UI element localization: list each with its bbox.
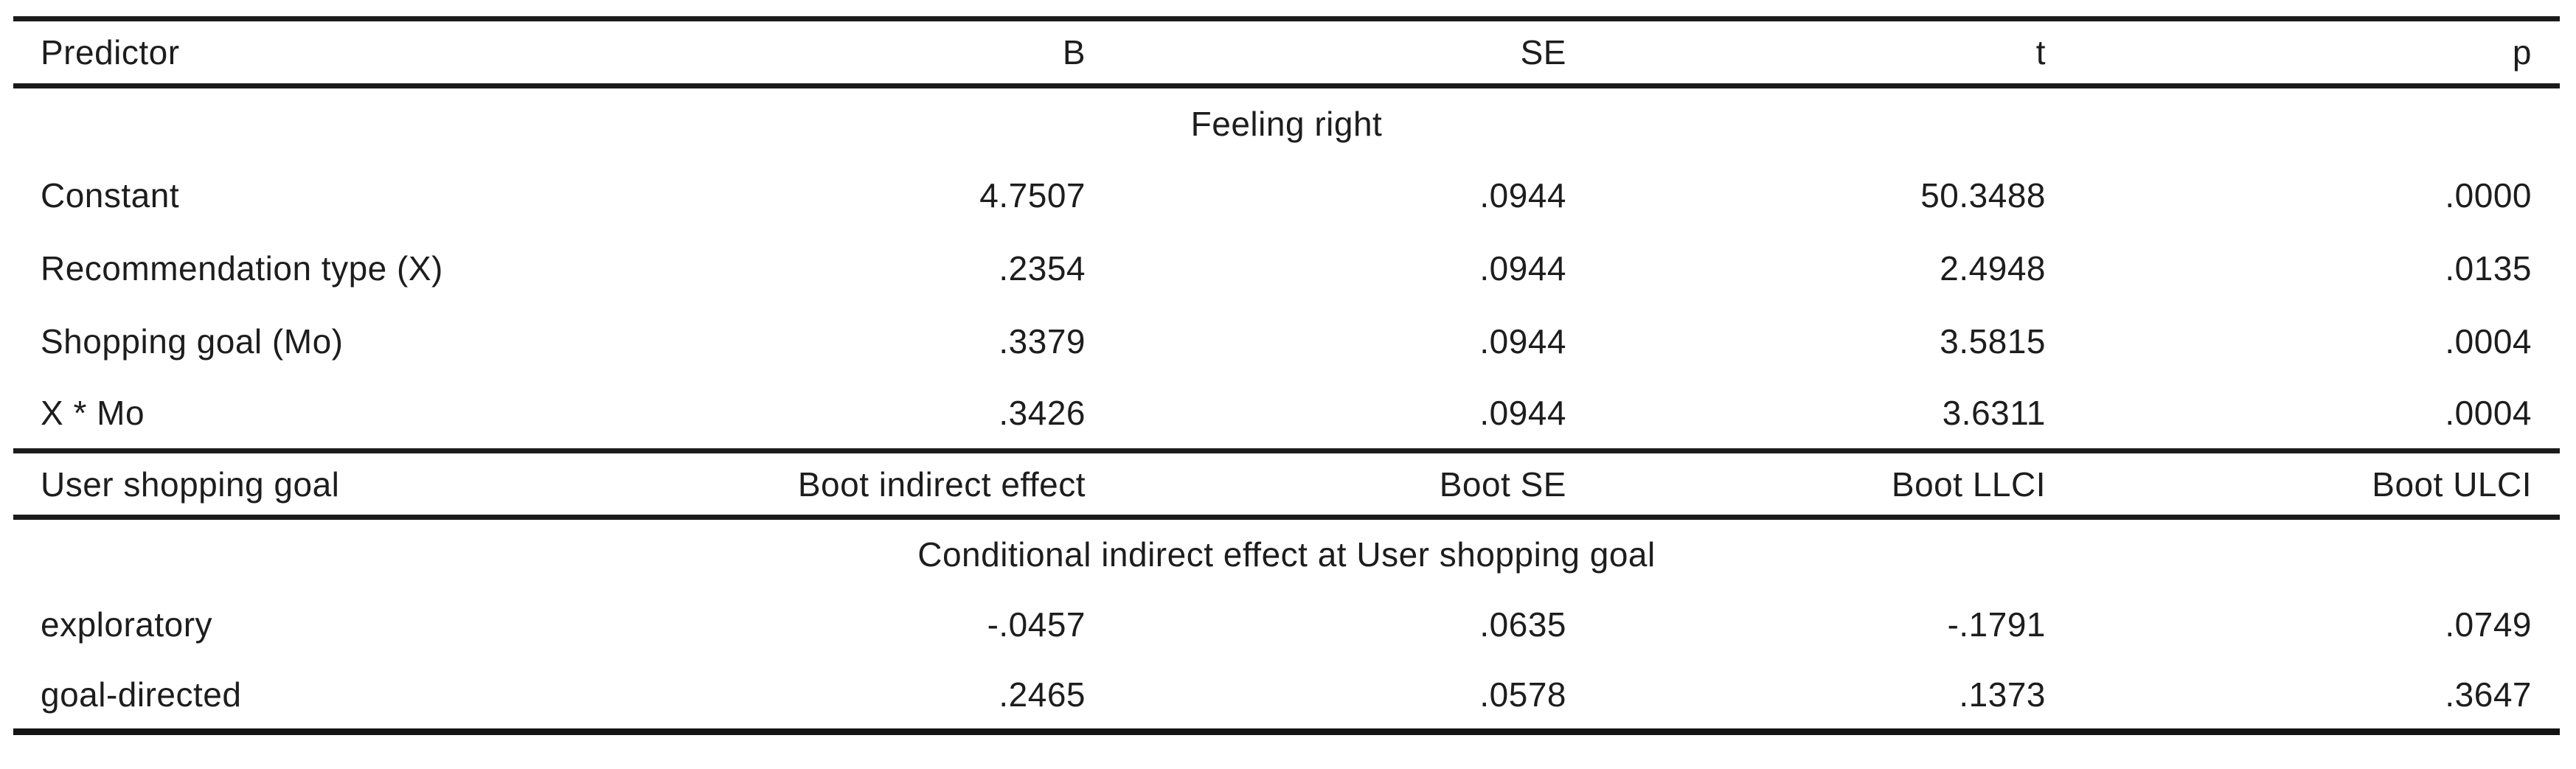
cell-se: .0944 — [1479, 176, 1566, 215]
col-header-se: SE — [1520, 33, 1566, 72]
col-header-t: t — [2035, 33, 2046, 72]
cell-b: .3426 — [999, 394, 1086, 433]
cell-t: 3.5815 — [1940, 322, 2046, 361]
cell-effect: -.0457 — [987, 605, 1086, 644]
col-header-user-shopping-goal: User shopping goal — [41, 464, 340, 504]
col-header-boot-ulci: Boot ULCI — [2372, 464, 2532, 504]
cell-p: .0004 — [2445, 394, 2532, 433]
table-row-goal-directed: goal-directed .2465 .0578 .1373 .3647 — [13, 661, 2560, 732]
section-row: Feeling right — [13, 86, 2560, 159]
cell-predictor: Shopping goal (Mo) — [41, 322, 344, 361]
cell-predictor: X * Mo — [41, 394, 145, 433]
col-header-boot-indirect-effect: Boot indirect effect — [797, 464, 1086, 504]
cell-predictor: Constant — [41, 176, 180, 215]
cell-p: .0000 — [2445, 176, 2532, 215]
section-row: Conditional indirect effect at User shop… — [13, 518, 2560, 589]
table-row-shopping-goal: Shopping goal (Mo) .3379 .0944 3.5815 .0… — [13, 305, 2560, 378]
results-table-sheet: Predictor B SE t p Feeling right Constan… — [13, 16, 2560, 735]
cell-t: 3.6311 — [1942, 394, 2046, 433]
cell-b: .3379 — [999, 322, 1086, 361]
cell-b: .2354 — [999, 249, 1086, 288]
col-header-boot-llci: Boot LLCI — [1891, 464, 2046, 504]
col-header-b: B — [1062, 33, 1086, 72]
cell-predictor: Recommendation type (X) — [41, 249, 443, 288]
cell-se: .0944 — [1479, 249, 1566, 288]
moderated-mediation-table: Predictor B SE t p Feeling right Constan… — [13, 16, 2560, 735]
table-row-interaction: X * Mo .3426 .0944 3.6311 .0004 — [13, 378, 2560, 451]
cell-boot-ulci: .3647 — [2445, 675, 2532, 714]
cell-boot-llci: .1373 — [1959, 675, 2046, 714]
cell-boot-ulci: .0749 — [2445, 605, 2532, 644]
cell-p: .0004 — [2445, 322, 2532, 361]
section-label-conditional-indirect-effect: Conditional indirect effect at User shop… — [917, 535, 1656, 574]
cell-b: 4.7507 — [979, 176, 1086, 215]
table-row-exploratory: exploratory -.0457 .0635 -.1791 .0749 — [13, 589, 2560, 661]
bootstrap-header-row: User shopping goal Boot indirect effect … — [13, 451, 2560, 518]
cell-boot-llci: -.1791 — [1947, 605, 2046, 644]
cell-boot-se: .0578 — [1479, 675, 1566, 714]
cell-se: .0944 — [1479, 322, 1566, 361]
col-header-predictor: Predictor — [41, 33, 180, 72]
cell-t: 2.4948 — [1940, 249, 2046, 288]
cell-t: 50.3488 — [1920, 176, 2046, 215]
cell-effect: .2465 — [999, 675, 1086, 714]
cell-goal: exploratory — [41, 605, 213, 644]
col-header-boot-se: Boot SE — [1439, 464, 1566, 504]
table-row-constant: Constant 4.7507 .0944 50.3488 .0000 — [13, 159, 2560, 232]
cell-se: .0944 — [1479, 394, 1566, 433]
cell-goal: goal-directed — [41, 675, 242, 714]
cell-p: .0135 — [2445, 249, 2532, 288]
section-label-feeling-right: Feeling right — [1190, 104, 1383, 143]
regression-header-row: Predictor B SE t p — [13, 19, 2560, 86]
table-row-recommendation-type: Recommendation type (X) .2354 .0944 2.49… — [13, 232, 2560, 305]
cell-boot-se: .0635 — [1479, 605, 1566, 644]
col-header-p: p — [2512, 33, 2532, 72]
